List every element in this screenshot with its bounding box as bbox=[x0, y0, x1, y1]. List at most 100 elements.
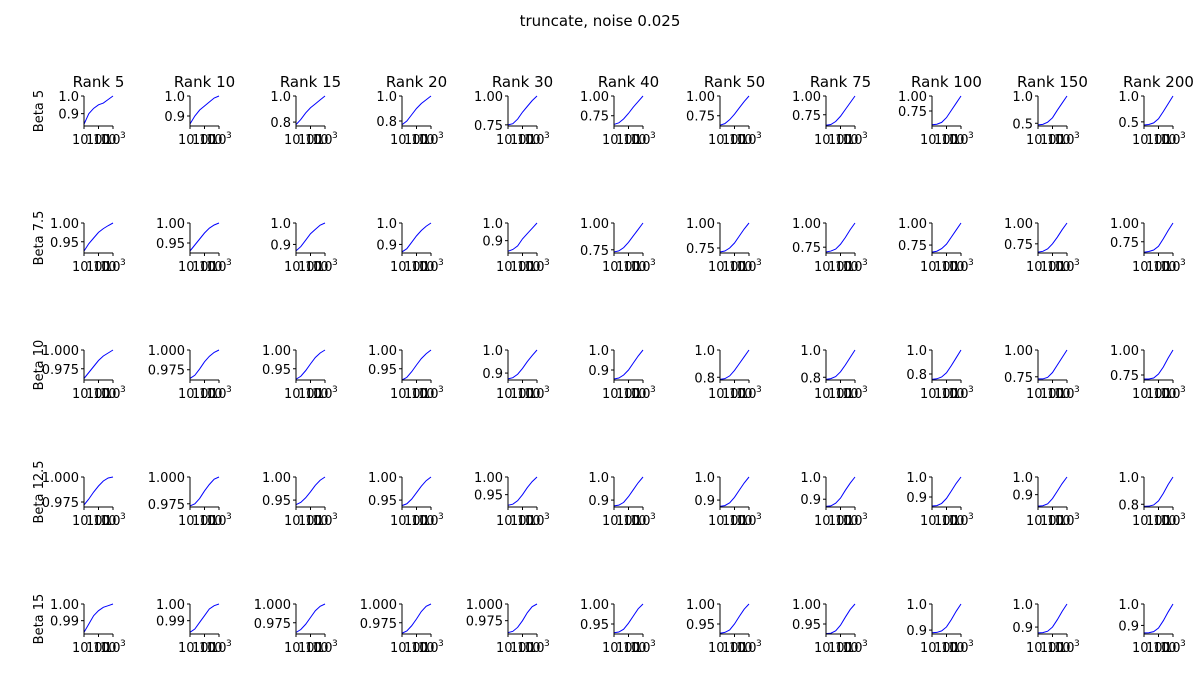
x-tick-label: 10 bbox=[411, 514, 428, 529]
series-line bbox=[401, 603, 432, 634]
x-tick-exponent: 3 bbox=[438, 131, 444, 141]
x-tick-exponent: 3 bbox=[862, 512, 868, 522]
x-tick-exponent: 3 bbox=[1074, 131, 1080, 141]
x-tick-label: 10 bbox=[623, 387, 640, 402]
x-tick-label: 10 bbox=[210, 133, 227, 148]
y-tick-label: 1.0 bbox=[164, 90, 185, 105]
series-line bbox=[83, 349, 114, 379]
x-tick-label: 10 bbox=[418, 387, 435, 402]
x-tick-label: 10 bbox=[1047, 641, 1064, 656]
x-tick-label: 10 bbox=[736, 133, 753, 148]
x-tick-exponent: 3 bbox=[650, 385, 656, 395]
x-tick-label: 10 bbox=[1132, 387, 1149, 402]
y-tick-label: 1.0 bbox=[270, 90, 291, 105]
x-tick-label: 10 bbox=[736, 387, 753, 402]
x-tick-label: 10 bbox=[93, 260, 110, 275]
x-tick-label: 10 bbox=[920, 514, 937, 529]
series-line bbox=[1037, 476, 1068, 507]
y-tick-label: 1.00 bbox=[50, 598, 79, 613]
y-tick-label: 0.9 bbox=[588, 494, 609, 509]
y-tick-label: 1.0 bbox=[694, 344, 715, 359]
x-tick-label: 10 bbox=[722, 260, 739, 275]
y-tick-label: 1.0 bbox=[1118, 471, 1139, 486]
y-tick-label: 1.00 bbox=[898, 217, 927, 232]
x-tick-label: 10 bbox=[1054, 641, 1071, 656]
x-tick-label: 10 bbox=[1058, 133, 1075, 148]
x-tick-label: 10 bbox=[390, 260, 407, 275]
y-tick-label: 0.95 bbox=[474, 489, 503, 504]
x-tick-label: 10 bbox=[305, 514, 322, 529]
x-tick-label: 10 bbox=[630, 133, 647, 148]
series-line bbox=[189, 95, 220, 125]
x-tick-label: 10 bbox=[1153, 387, 1170, 402]
x-tick-label: 10 bbox=[93, 514, 110, 529]
x-tick-label: 10 bbox=[418, 641, 435, 656]
series-line bbox=[507, 222, 538, 252]
x-tick-label: 10 bbox=[842, 514, 859, 529]
x-tick-label: 10 bbox=[210, 514, 227, 529]
y-tick-label: 1.0 bbox=[800, 344, 821, 359]
x-tick-label: 10 bbox=[72, 514, 89, 529]
x-tick-label: 10 bbox=[517, 133, 534, 148]
y-tick-label: 0.95 bbox=[50, 236, 79, 251]
x-tick-label: 10 bbox=[602, 133, 619, 148]
y-tick-label: 0.95 bbox=[262, 494, 291, 509]
x-tick-label: 10 bbox=[312, 387, 329, 402]
x-tick-label: 10 bbox=[1164, 641, 1181, 656]
x-tick-label: 10 bbox=[86, 133, 103, 148]
series-line bbox=[1143, 603, 1174, 634]
y-tick-label: 0.75 bbox=[686, 110, 715, 125]
x-tick-label: 10 bbox=[316, 133, 333, 148]
x-tick-label: 10 bbox=[312, 260, 329, 275]
x-tick-label: 10 bbox=[422, 387, 439, 402]
x-tick-exponent: 3 bbox=[756, 131, 762, 141]
y-tick-label: 0.99 bbox=[156, 615, 185, 630]
x-tick-label: 10 bbox=[72, 641, 89, 656]
column-title: Rank 10 bbox=[174, 73, 235, 91]
x-tick-exponent: 3 bbox=[332, 131, 338, 141]
x-tick-label: 10 bbox=[517, 514, 534, 529]
x-tick-label: 10 bbox=[524, 260, 541, 275]
x-tick-label: 10 bbox=[100, 387, 117, 402]
x-tick-label: 10 bbox=[192, 641, 209, 656]
column-title: Rank 100 bbox=[911, 73, 982, 91]
x-tick-label: 10 bbox=[1153, 641, 1170, 656]
x-tick-label: 10 bbox=[100, 641, 117, 656]
x-tick-exponent: 3 bbox=[1180, 385, 1186, 395]
x-tick-label: 10 bbox=[404, 133, 421, 148]
x-tick-label: 10 bbox=[729, 133, 746, 148]
x-tick-label: 10 bbox=[941, 260, 958, 275]
y-tick-label: 1.00 bbox=[792, 217, 821, 232]
x-tick-label: 10 bbox=[496, 387, 513, 402]
x-tick-label: 10 bbox=[842, 133, 859, 148]
x-tick-label: 10 bbox=[1058, 387, 1075, 402]
x-tick-label: 10 bbox=[1026, 514, 1043, 529]
x-tick-label: 10 bbox=[616, 641, 633, 656]
x-tick-label: 10 bbox=[814, 133, 831, 148]
y-tick-label: 1.0 bbox=[906, 471, 927, 486]
y-tick-label: 1.00 bbox=[368, 344, 397, 359]
x-tick-label: 10 bbox=[1054, 133, 1071, 148]
y-tick-label: 0.95 bbox=[686, 618, 715, 633]
x-tick-label: 10 bbox=[736, 260, 753, 275]
x-tick-label: 10 bbox=[846, 260, 863, 275]
x-tick-label: 10 bbox=[934, 641, 951, 656]
x-tick-label: 10 bbox=[524, 514, 541, 529]
y-tick-label: 1.0 bbox=[1118, 90, 1139, 105]
x-tick-label: 10 bbox=[1040, 387, 1057, 402]
x-tick-label: 10 bbox=[1058, 514, 1075, 529]
y-tick-label: 0.9 bbox=[588, 364, 609, 379]
x-tick-label: 10 bbox=[206, 514, 223, 529]
x-tick-label: 10 bbox=[623, 514, 640, 529]
x-tick-exponent: 3 bbox=[438, 512, 444, 522]
